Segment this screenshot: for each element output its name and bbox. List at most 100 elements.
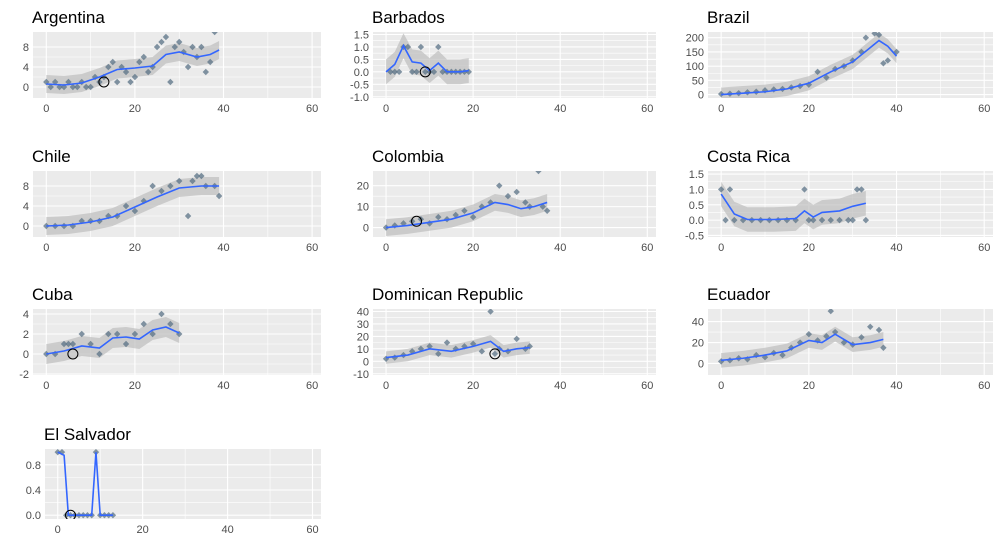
y-tick-label: 30 bbox=[357, 319, 369, 331]
y-tick-label: 4 bbox=[23, 201, 29, 213]
data-point bbox=[140, 320, 147, 328]
data-point bbox=[513, 335, 520, 343]
data-point bbox=[69, 222, 77, 230]
smooth-line bbox=[57, 451, 113, 517]
data-point bbox=[96, 350, 103, 358]
data-point bbox=[796, 339, 804, 346]
data-point bbox=[149, 63, 156, 71]
data-point bbox=[435, 350, 442, 358]
x-tick-label: 20 bbox=[803, 103, 815, 115]
x-tick-label: 60 bbox=[306, 524, 318, 536]
data-point bbox=[127, 78, 134, 86]
smooth-line bbox=[721, 333, 884, 362]
data-point bbox=[113, 212, 121, 220]
x-tick-label: 0 bbox=[718, 242, 724, 254]
panel-background bbox=[373, 309, 656, 375]
data-point bbox=[875, 326, 883, 334]
data-point bbox=[823, 74, 830, 81]
smooth-line bbox=[385, 340, 530, 359]
x-tick-label: 40 bbox=[554, 103, 566, 115]
data-point bbox=[47, 83, 54, 91]
facet-panel-5: Costa Rica 0 20 40 60 -0.5 0.0 0.5 1.0 1.5 bbox=[685, 147, 993, 254]
x-tick-label: 20 bbox=[137, 524, 149, 536]
data-point bbox=[395, 68, 403, 76]
facet-panel-9: El Salvador 0 20 40 60 0.0 0.4 0.8 bbox=[26, 425, 321, 536]
data-point bbox=[491, 350, 499, 358]
x-tick-label: 40 bbox=[221, 524, 233, 536]
data-point bbox=[43, 78, 50, 86]
data-point bbox=[158, 310, 165, 318]
smooth-line bbox=[46, 185, 220, 227]
panel-marks bbox=[385, 33, 472, 85]
confidence-band bbox=[46, 317, 180, 364]
data-point bbox=[478, 348, 486, 355]
data-point bbox=[189, 43, 196, 51]
data-point bbox=[858, 334, 865, 341]
data-point bbox=[422, 68, 429, 76]
panel-marks bbox=[717, 32, 900, 98]
data-point bbox=[739, 216, 747, 224]
data-point bbox=[849, 57, 856, 64]
facet-panel-6: Cuba 0 20 40 60 -2 0 2 4 bbox=[19, 285, 321, 392]
x-tick-label: 40 bbox=[217, 103, 229, 115]
data-point bbox=[131, 207, 139, 215]
y-tick-label: 4 bbox=[23, 309, 29, 321]
y-tick-label: 20 bbox=[357, 331, 369, 343]
x-tick-label: 20 bbox=[803, 380, 815, 392]
y-tick-label: 20 bbox=[357, 181, 369, 193]
facet-panel-8: Ecuador 0 20 40 60 0 20 40 bbox=[692, 285, 993, 392]
panel-marks bbox=[717, 181, 870, 232]
data-point bbox=[60, 340, 68, 348]
data-point bbox=[417, 43, 425, 51]
x-tick-label: 60 bbox=[306, 242, 318, 254]
x-tick-label: 0 bbox=[55, 524, 61, 536]
x-tick-label: 40 bbox=[890, 242, 902, 254]
data-point bbox=[78, 78, 85, 86]
x-tick-label: 0 bbox=[383, 242, 389, 254]
data-point bbox=[69, 340, 77, 348]
data-point bbox=[871, 32, 878, 37]
x-tick-label: 0 bbox=[43, 242, 49, 254]
x-tick-label: 60 bbox=[978, 242, 990, 254]
data-point bbox=[96, 78, 103, 86]
x-tick-label: 20 bbox=[129, 380, 141, 392]
highlight-marker bbox=[489, 348, 501, 360]
x-tick-label: 40 bbox=[890, 103, 902, 115]
data-point bbox=[51, 78, 59, 86]
data-point bbox=[176, 177, 183, 185]
y-tick-label: 0 bbox=[23, 82, 29, 94]
y-tick-label: 2 bbox=[23, 329, 29, 341]
data-point bbox=[184, 63, 192, 71]
data-point bbox=[722, 216, 729, 224]
data-point bbox=[82, 83, 90, 91]
data-point bbox=[87, 83, 94, 91]
data-point bbox=[487, 309, 494, 315]
y-tick-label: 0.0 bbox=[689, 215, 704, 227]
data-point bbox=[430, 68, 438, 76]
data-point bbox=[198, 172, 205, 180]
y-tick-label: 10 bbox=[357, 344, 369, 356]
data-point bbox=[801, 186, 808, 193]
data-point bbox=[145, 68, 152, 76]
data-point bbox=[836, 216, 843, 224]
data-point bbox=[880, 60, 887, 67]
y-tick-label: -0.5 bbox=[685, 230, 704, 242]
x-tick-label: 20 bbox=[467, 380, 479, 392]
data-point bbox=[496, 182, 503, 189]
data-point bbox=[167, 78, 174, 86]
data-point bbox=[539, 203, 546, 210]
smooth-line bbox=[721, 39, 898, 96]
data-point bbox=[391, 68, 398, 76]
data-point bbox=[469, 213, 477, 221]
data-point bbox=[805, 330, 813, 338]
y-tick-label: 200 bbox=[686, 33, 704, 45]
panel-title: Barbados bbox=[372, 8, 445, 27]
smooth-line bbox=[720, 193, 867, 221]
data-point bbox=[74, 83, 81, 91]
facet-panel-2: Brazil 0 20 40 60 0 50 100 150 200 bbox=[686, 8, 993, 115]
panel-marks bbox=[717, 309, 887, 368]
data-point bbox=[131, 73, 139, 81]
data-point bbox=[717, 186, 725, 193]
data-point bbox=[543, 207, 551, 215]
data-point bbox=[884, 57, 891, 64]
